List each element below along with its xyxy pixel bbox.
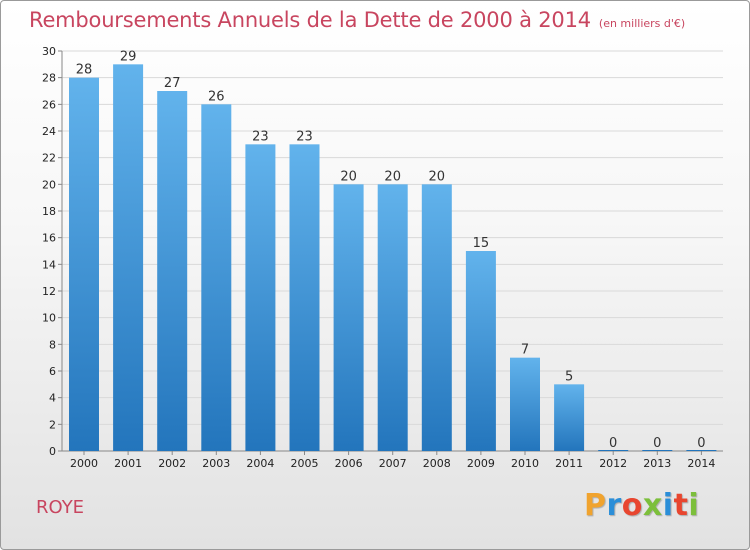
bar — [377, 184, 408, 452]
bar — [510, 357, 540, 451]
x-tick-label: 2010 — [511, 457, 539, 470]
x-tick-label: 2008 — [423, 457, 451, 470]
bar-value-label: 26 — [208, 89, 225, 104]
x-tick-label: 2014 — [687, 457, 715, 470]
bar — [465, 251, 496, 451]
logo-letter: r — [606, 488, 622, 523]
x-tick-label: 2012 — [599, 457, 627, 470]
logo-letter: t — [673, 488, 689, 523]
x-tick-label: 2005 — [291, 457, 319, 470]
bar-value-label: 15 — [473, 236, 490, 251]
bar-value-label: 0 — [609, 436, 617, 451]
chart-title-unit: (en milliers d'€) — [598, 17, 686, 30]
y-tick-label: 12 — [42, 285, 56, 298]
bar-value-label: 20 — [429, 169, 446, 184]
bar-value-label: 23 — [252, 129, 269, 144]
y-tick-label: 28 — [42, 72, 56, 85]
bar-value-label: 7 — [521, 343, 529, 358]
proxiti-logo: Proxiti — [584, 488, 699, 523]
bar-value-label: 28 — [76, 63, 93, 78]
bar — [554, 384, 585, 451]
y-tick-label: 2 — [49, 418, 56, 431]
city-name: ROYE — [36, 497, 85, 518]
bar — [421, 184, 452, 452]
x-tick-label: 2006 — [335, 457, 363, 470]
bar-value-label: 0 — [697, 436, 705, 451]
bar — [245, 144, 276, 452]
x-tick-label: 2013 — [643, 457, 671, 470]
y-tick-label: 8 — [49, 338, 56, 351]
bar-value-label: 27 — [164, 76, 181, 91]
y-tick-label: 20 — [42, 178, 56, 191]
y-tick-label: 6 — [49, 365, 56, 378]
x-tick-label: 2001 — [114, 457, 142, 470]
y-tick-label: 30 — [42, 45, 56, 58]
y-tick-label: 16 — [42, 232, 56, 245]
bar — [157, 91, 188, 451]
x-tick-label: 2004 — [246, 457, 274, 470]
y-tick-label: 10 — [42, 312, 56, 325]
y-tick-label: 18 — [42, 205, 56, 218]
bar-value-label: 23 — [296, 129, 313, 144]
x-tick-label: 2009 — [467, 457, 495, 470]
x-tick-label: 2000 — [70, 457, 98, 470]
logo-letter: o — [621, 488, 643, 523]
x-tick-label: 2003 — [202, 457, 230, 470]
y-tick-label: 14 — [42, 258, 56, 271]
logo-letter: i — [662, 488, 674, 523]
x-tick-label: 2002 — [158, 457, 186, 470]
y-tick-label: 4 — [49, 392, 56, 405]
bar — [201, 104, 232, 451]
bar-value-label: 20 — [340, 169, 357, 184]
logo-letter: i — [688, 488, 700, 523]
bar-value-label: 5 — [565, 369, 573, 384]
logo-letter: x — [642, 488, 663, 523]
y-tick-label: 22 — [42, 152, 56, 165]
y-tick-label: 26 — [42, 98, 56, 111]
bar — [69, 77, 99, 452]
bar — [333, 184, 364, 452]
x-tick-label: 2011 — [555, 457, 583, 470]
y-tick-label: 24 — [42, 125, 56, 138]
bar-value-label: 20 — [384, 169, 401, 184]
chart-title-text: Remboursements Annuels de la Dette de 20… — [29, 8, 591, 32]
y-tick-label: 0 — [49, 445, 56, 458]
bar — [289, 144, 320, 452]
bar — [113, 64, 144, 452]
x-tick-label: 2007 — [379, 457, 407, 470]
logo-letter: P — [584, 488, 607, 523]
bar-value-label: 0 — [653, 436, 661, 451]
chart-title: Remboursements Annuels de la Dette de 20… — [29, 8, 685, 32]
bar-value-label: 29 — [120, 49, 137, 64]
